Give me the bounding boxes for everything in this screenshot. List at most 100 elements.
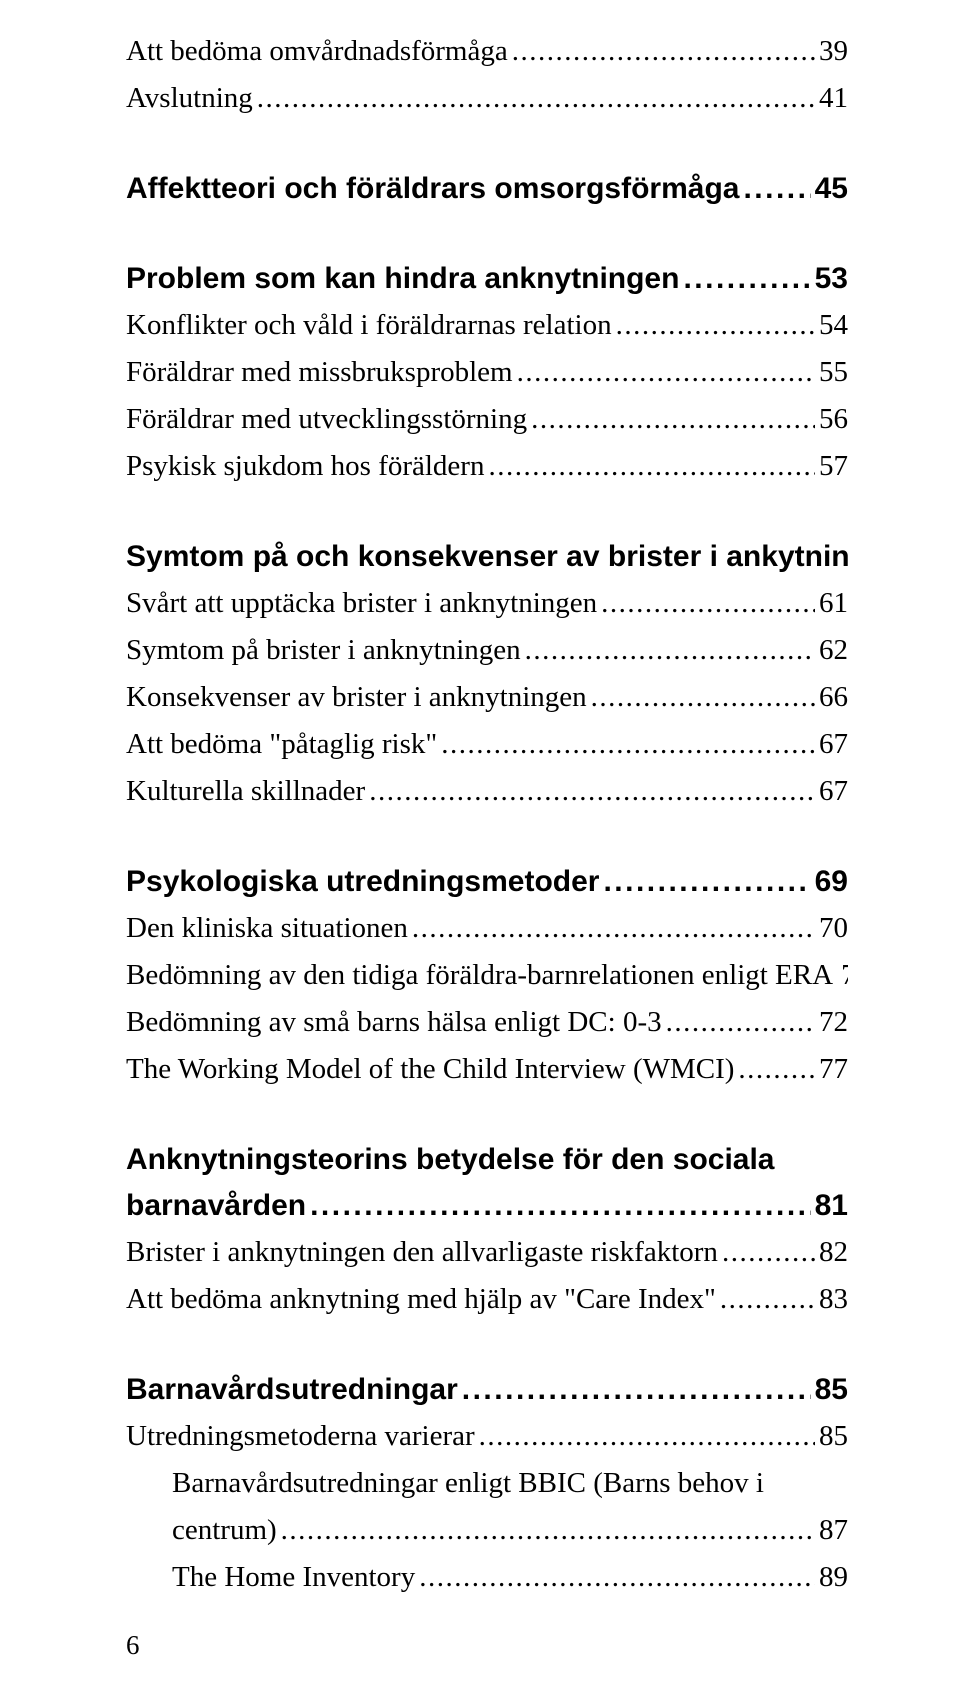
toc-leader-dots <box>419 1554 815 1601</box>
toc-leader-dots <box>601 580 815 627</box>
toc-subentry: The Home Inventory 89 <box>126 1554 848 1601</box>
toc-leader-dots <box>603 859 810 905</box>
toc-entry: Svårt att upptäcka brister i anknytninge… <box>126 580 848 627</box>
toc-page-number: 55 <box>819 349 848 396</box>
toc-label: Bedömning av små barns hälsa enligt DC: … <box>126 999 662 1046</box>
toc-page-number: 89 <box>819 1554 848 1601</box>
toc-subentry-multiline: Barnavårdsutredningar enligt BBIC (Barns… <box>126 1460 848 1554</box>
toc-entry: Konsekvenser av brister i anknytningen 6… <box>126 674 848 721</box>
toc-leader-dots <box>369 768 815 815</box>
toc-label: Föräldrar med utvecklingsstörning <box>126 396 527 443</box>
toc-page-number: 69 <box>815 859 848 905</box>
toc-page-number: 39 <box>819 28 848 75</box>
toc-page-number: 53 <box>815 256 848 302</box>
toc-page-number: 82 <box>819 1229 848 1276</box>
toc-label-line2: centrum) <box>172 1507 277 1554</box>
toc-label: Brister i anknytningen den allvarligaste… <box>126 1229 718 1276</box>
toc-page-number: 56 <box>819 396 848 443</box>
toc-label: Den kliniska situationen <box>126 905 408 952</box>
toc-leader-dots <box>462 1367 811 1413</box>
toc-page-number: 67 <box>819 768 848 815</box>
toc-page-number: 62 <box>819 627 848 674</box>
toc-entry: Bedömning av små barns hälsa enligt DC: … <box>126 999 848 1046</box>
toc-leader-dots <box>441 721 815 768</box>
toc-leader-dots <box>412 905 815 952</box>
toc-page-number: 83 <box>819 1276 848 1323</box>
toc-heading-label-line1: Anknytningsteorins betydelse för den soc… <box>126 1137 848 1183</box>
toc-page-number: 87 <box>819 1507 848 1554</box>
toc-label: Konsekvenser av brister i anknytningen <box>126 674 587 721</box>
toc-entry: Den kliniska situationen 70 <box>126 905 848 952</box>
toc-leader-dots <box>488 443 815 490</box>
toc-leader-dots <box>591 674 815 721</box>
document-page: Att bedöma omvårdnadsförmåga 39 Avslutni… <box>0 0 960 1697</box>
toc-entry: Symtom på brister i anknytningen 62 <box>126 627 848 674</box>
toc-leader-dots <box>281 1507 815 1554</box>
toc-leader-dots <box>722 1229 815 1276</box>
toc-heading-label: Problem som kan hindra anknytningen <box>126 256 679 302</box>
toc-page-number: 85 <box>819 1413 848 1460</box>
toc-label: Psykisk sjukdom hos föräldern <box>126 443 484 490</box>
toc-leader-dots <box>683 256 810 302</box>
toc-label: Kulturella skillnader <box>126 768 365 815</box>
toc-label: Utredningsmetoderna varierar <box>126 1413 475 1460</box>
toc-label: Föräldrar med missbruksproblem <box>126 349 513 396</box>
toc-page-number: 66 <box>819 674 848 721</box>
toc-section: Psykologiska utredningsmetoder 69 Den kl… <box>126 859 848 1093</box>
toc-heading-entry: barnavården 81 <box>126 1183 848 1229</box>
toc-entry: Avslutning 41 <box>126 75 848 122</box>
toc-entry: Kulturella skillnader 67 <box>126 768 848 815</box>
toc-entry: Att bedöma omvårdnadsförmåga 39 <box>126 28 848 75</box>
toc-leader-dots <box>616 302 815 349</box>
toc-entry: The Working Model of the Child Interview… <box>126 1046 848 1093</box>
toc-page-number: 54 <box>819 302 848 349</box>
toc-page-number: 61 <box>819 580 848 627</box>
toc-page-number: 41 <box>819 75 848 122</box>
toc-leader-dots <box>531 396 815 443</box>
toc-entry: Föräldrar med missbruksproblem 55 <box>126 349 848 396</box>
toc-heading-entry: Barnavårdsutredningar 85 <box>126 1367 848 1413</box>
toc-label: Konflikter och våld i föräldrarnas relat… <box>126 302 612 349</box>
toc-section: Anknytningsteorins betydelse för den soc… <box>126 1137 848 1323</box>
toc-heading-entry: Problem som kan hindra anknytningen 53 <box>126 256 848 302</box>
toc-leader-dots <box>310 1183 811 1229</box>
toc-page-number: 67 <box>819 721 848 768</box>
toc-entry: Bedömning av den tidiga föräldra-barnrel… <box>126 952 848 999</box>
toc-heading-entry: Symtom på och konsekvenser av brister i … <box>126 534 848 580</box>
toc-leader-dots <box>517 349 815 396</box>
toc-leader-dots <box>479 1413 815 1460</box>
toc-page-number: 70 <box>819 905 848 952</box>
toc-leader-dots <box>738 1046 815 1093</box>
toc-entry: Psykisk sjukdom hos föräldern 57 <box>126 443 848 490</box>
toc-heading-label: Barnavårdsutredningar <box>126 1367 458 1413</box>
toc-leader-dots <box>512 28 815 75</box>
toc-leader-dots <box>720 1276 815 1323</box>
toc-entry: Konflikter och våld i föräldrarnas relat… <box>126 302 848 349</box>
toc-label: Svårt att upptäcka brister i anknytninge… <box>126 580 597 627</box>
toc-entry: Föräldrar med utvecklingsstörning 56 <box>126 396 848 443</box>
toc-label-line1: Barnavårdsutredningar enligt BBIC (Barns… <box>172 1460 848 1507</box>
toc-page-number: 81 <box>815 1183 848 1229</box>
toc-leader-dots <box>743 166 810 212</box>
toc-heading-entry-multiline: Anknytningsteorins betydelse för den soc… <box>126 1137 848 1229</box>
toc-section: Problem som kan hindra anknytningen 53 K… <box>126 256 848 490</box>
toc-entry: Att bedöma "påtaglig risk" 67 <box>126 721 848 768</box>
toc-label: Att bedöma anknytning med hjälp av "Care… <box>126 1276 716 1323</box>
toc-label: The Home Inventory <box>172 1554 415 1601</box>
toc-heading-entry: Psykologiska utredningsmetoder 69 <box>126 859 848 905</box>
toc-heading-entry: Affektteori och föräldrars omsorgsförmåg… <box>126 166 848 212</box>
toc-entry: Utredningsmetoderna varierar 85 <box>126 1413 848 1460</box>
page-number: 6 <box>126 1630 140 1661</box>
toc-label: The Working Model of the Child Interview… <box>126 1046 734 1093</box>
toc-page-number: 85 <box>815 1367 848 1413</box>
toc-label: Att bedöma omvårdnadsförmåga <box>126 28 508 75</box>
toc-section: Barnavårdsutredningar 85 Utredningsmetod… <box>126 1367 848 1601</box>
toc-leader-dots <box>257 75 815 122</box>
toc-heading-label: Symtom på och konsekvenser av brister i … <box>126 534 848 580</box>
toc-leader-dots <box>525 627 815 674</box>
toc-entry: Att bedöma anknytning med hjälp av "Care… <box>126 1276 848 1323</box>
toc-label: Symtom på brister i anknytningen <box>126 627 521 674</box>
toc-heading-label: Psykologiska utredningsmetoder <box>126 859 599 905</box>
toc-page-number: 71 <box>841 952 848 999</box>
toc-leader-dots <box>666 999 815 1046</box>
